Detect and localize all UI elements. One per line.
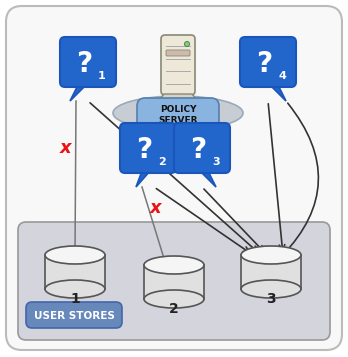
Text: 4: 4 [278,71,286,81]
FancyBboxPatch shape [60,37,116,87]
Text: ?: ? [136,136,152,164]
FancyBboxPatch shape [18,222,330,340]
FancyBboxPatch shape [240,37,296,87]
Ellipse shape [45,246,105,264]
FancyBboxPatch shape [137,98,219,132]
Ellipse shape [241,246,301,264]
Polygon shape [200,171,216,187]
Ellipse shape [241,280,301,298]
Text: USER STORES: USER STORES [33,311,114,321]
Ellipse shape [113,96,243,130]
FancyBboxPatch shape [120,123,176,173]
FancyBboxPatch shape [26,302,122,328]
FancyBboxPatch shape [174,123,230,173]
Text: ?: ? [76,50,92,78]
Ellipse shape [144,256,204,274]
Polygon shape [270,85,286,101]
Text: 1: 1 [70,292,80,306]
FancyBboxPatch shape [161,35,195,95]
FancyBboxPatch shape [6,6,342,350]
Text: ?: ? [256,50,272,78]
Text: 3: 3 [266,292,276,306]
Text: x: x [150,199,162,217]
Ellipse shape [144,290,204,308]
Ellipse shape [45,280,105,298]
Text: 1: 1 [98,71,106,81]
Text: 2: 2 [158,157,166,167]
Polygon shape [70,85,86,101]
Polygon shape [144,265,204,299]
Text: x: x [60,139,72,157]
Text: POLICY
SERVER: POLICY SERVER [158,105,198,125]
Text: ?: ? [190,136,206,164]
Text: 3: 3 [212,157,220,167]
Polygon shape [241,255,301,289]
Polygon shape [156,94,200,104]
Text: 2: 2 [169,302,179,316]
FancyBboxPatch shape [166,50,190,56]
Polygon shape [136,171,150,187]
Circle shape [184,41,190,46]
Polygon shape [45,255,105,289]
